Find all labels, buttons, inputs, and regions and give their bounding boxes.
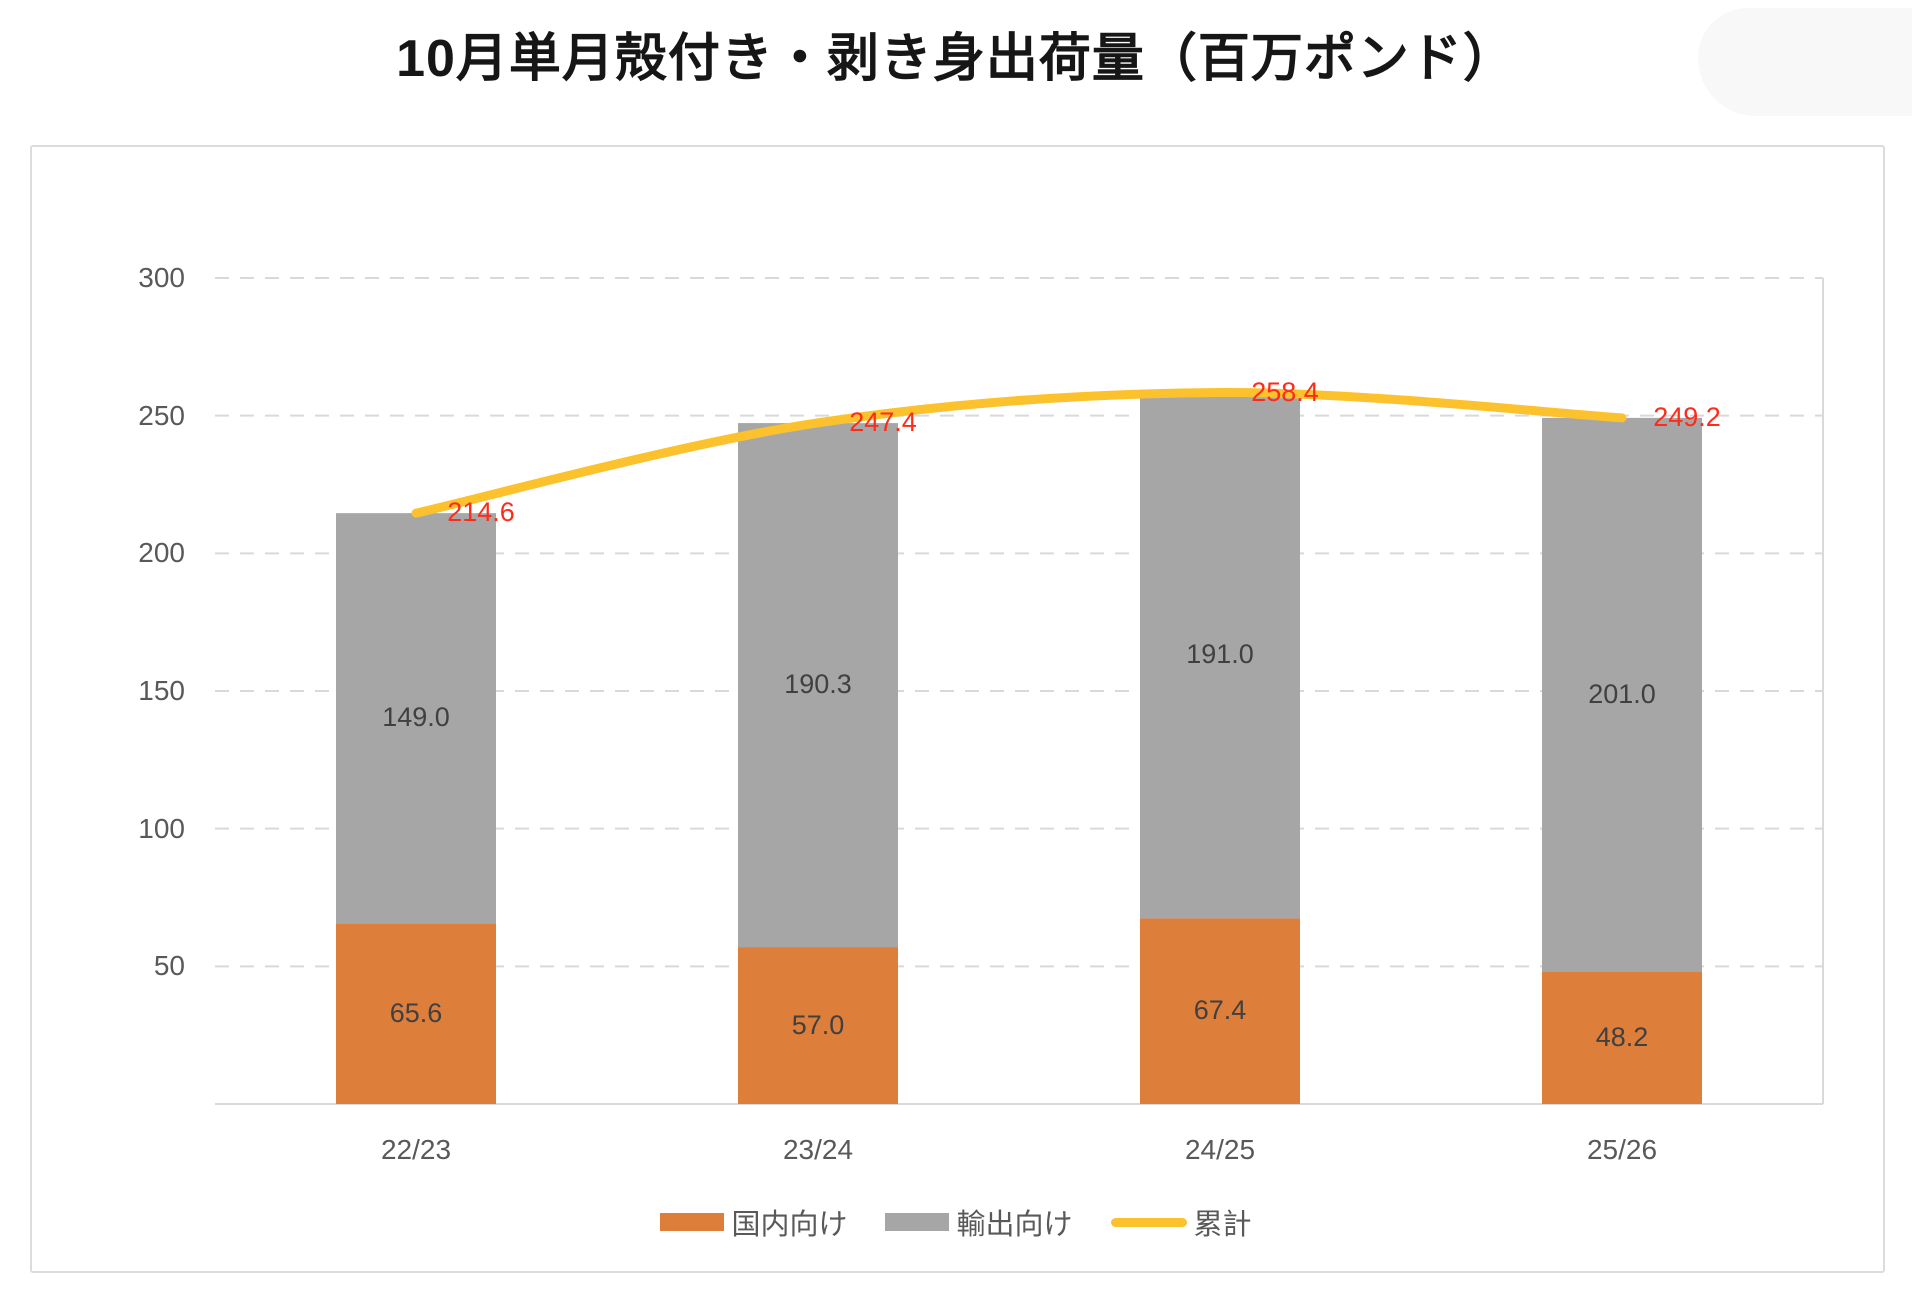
chart-title: 10月単月殻付き・剥き身出荷量（百万ポンド） [396, 30, 1516, 88]
legend-line-swatch [1110, 1217, 1187, 1227]
legend-color-swatch [885, 1213, 950, 1231]
x-axis-category-label: 23/24 [782, 1134, 854, 1165]
legend-item: 国内向け [660, 1201, 847, 1243]
bar-value-label-domestic: 48.2 [1595, 1021, 1649, 1052]
legend: 国内向け 輸出向け 累計 [0, 1198, 1912, 1246]
bar-segment-domestic [336, 923, 496, 1104]
bar-value-label-export: 190.3 [784, 669, 852, 700]
legend-label: 輸出向け [956, 1209, 1073, 1241]
bar-segment-export [738, 423, 898, 948]
x-axis-category-label: 24/25 [1184, 1134, 1256, 1165]
y-axis-tick: 300 [138, 262, 185, 293]
bar-value-label-export: 149.0 [382, 702, 450, 733]
bar-segment-domestic [1140, 918, 1300, 1104]
line-value-label: 249.2 [1653, 401, 1721, 432]
line-value-label: 247.4 [849, 406, 917, 437]
y-axis-tick: 100 [138, 812, 185, 844]
bar-segment-export [1542, 417, 1702, 972]
bar-value-label-domestic: 65.6 [389, 997, 443, 1028]
line-value-label: 258.4 [1251, 376, 1319, 407]
bar-value-label-export: 201.0 [1588, 678, 1656, 709]
y-axis-tick: 250 [138, 399, 185, 431]
bar-segment-domestic [1542, 971, 1702, 1104]
bar-segment-export [1140, 392, 1300, 919]
y-axis-tick: 150 [138, 675, 185, 706]
bar-value-label-export: 191.0 [1186, 639, 1254, 670]
x-axis-category-label: 25/26 [1586, 1134, 1658, 1165]
bar-value-label-domestic: 57.0 [791, 1009, 845, 1040]
bar-segment-domestic [738, 947, 898, 1104]
legend-item: 輸出向け [885, 1201, 1073, 1243]
legend-label: 国内向け [731, 1209, 848, 1241]
legend-label: 累計 [1193, 1209, 1252, 1241]
legend-color-swatch [660, 1213, 725, 1231]
line-value-label: 214.6 [447, 497, 515, 528]
legend-item: 累計 [1110, 1201, 1252, 1243]
bar-segment-export [336, 513, 496, 924]
bar-value-label-domestic: 67.4 [1193, 995, 1247, 1026]
cumulative-line [411, 388, 1627, 518]
x-axis-category-label: 22/23 [380, 1134, 452, 1165]
y-axis-tick: 50 [153, 950, 185, 982]
background-blob [1698, 8, 1912, 116]
y-axis-tick: 200 [138, 537, 185, 569]
